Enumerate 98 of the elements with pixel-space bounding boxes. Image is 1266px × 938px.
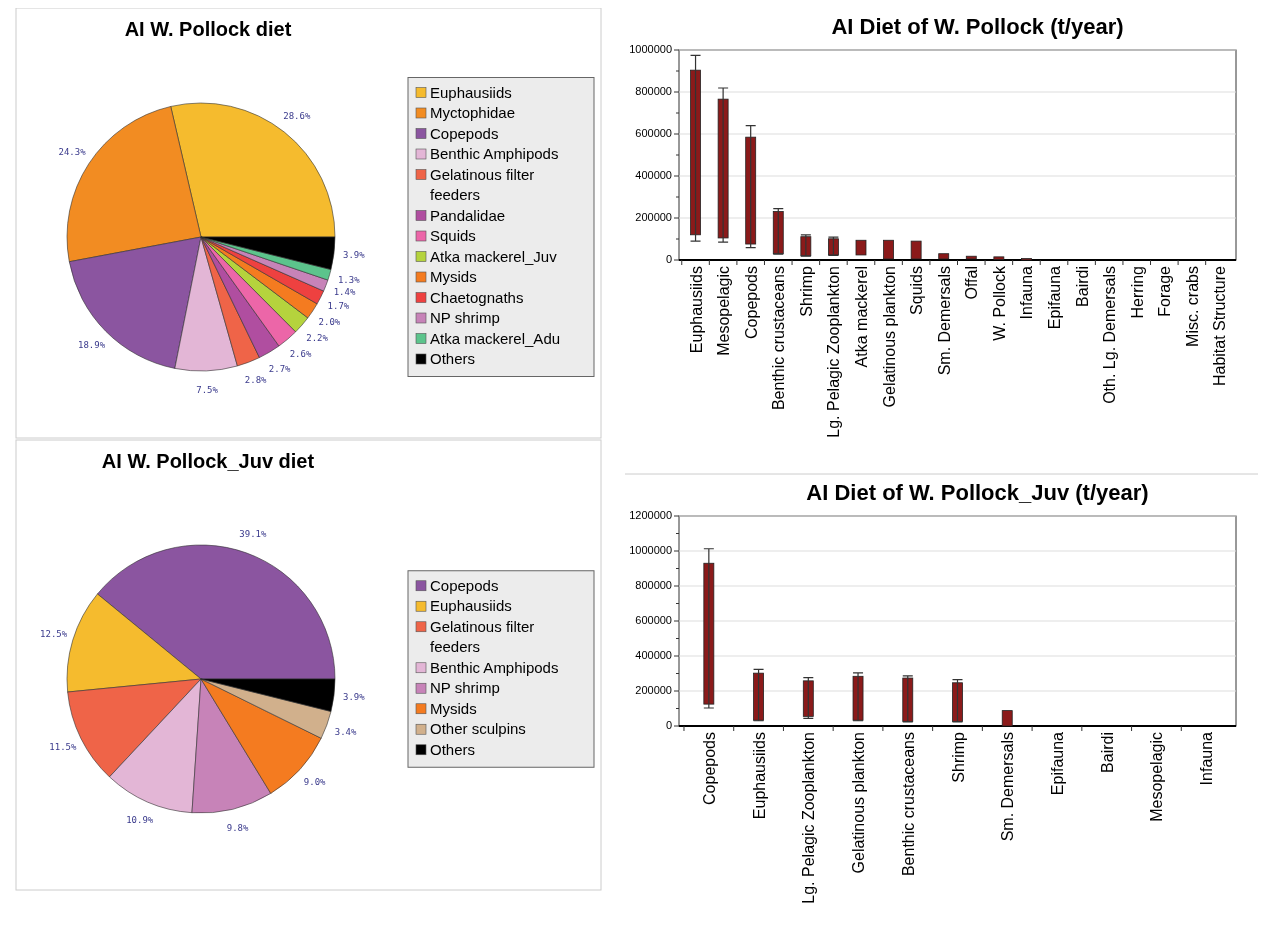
x-tick-label: Herring — [1128, 266, 1146, 319]
x-tick-label: Misc. crabs — [1183, 266, 1201, 347]
x-tick-label: Squids — [908, 266, 926, 315]
legend-label: Others — [430, 740, 476, 758]
y-tick-label: 1000000 — [629, 543, 672, 556]
data-label: 9.8% — [226, 823, 250, 834]
data-label: 39.1% — [239, 528, 268, 539]
data-label: 24.3% — [58, 147, 87, 158]
chart-title: AI W. Pollock_Juv diet — [101, 450, 315, 472]
bar — [965, 255, 977, 260]
x-tick-label: Copepods — [742, 266, 760, 339]
x-tick-label: Epifauna — [1048, 731, 1066, 796]
chart-title: AI W. Pollock diet — [124, 18, 292, 40]
data-label: 1.3% — [337, 274, 361, 285]
y-tick-label: 200000 — [635, 210, 672, 223]
x-tick-label: Offal — [963, 266, 981, 300]
data-label: 11.5% — [49, 741, 78, 752]
data-label: 7.5% — [196, 385, 219, 396]
legend-label: Atka mackerel_Juv — [430, 247, 558, 265]
x-tick-label: Bairdi — [1073, 266, 1091, 307]
bar — [1001, 710, 1013, 727]
data-label: 10.9% — [126, 814, 154, 825]
legend-label: Other sculpins — [430, 720, 526, 738]
data-label: 2.2% — [306, 332, 329, 343]
data-label: 28.6% — [283, 110, 311, 121]
legend-label: Benthic Amphipods — [430, 145, 559, 162]
x-tick-label: Infauna — [1018, 265, 1036, 320]
y-tick-label: 1000000 — [629, 42, 672, 55]
y-tick-label: 200000 — [635, 683, 672, 696]
bar — [910, 240, 922, 260]
x-tick-label: Euphausiids — [750, 732, 768, 820]
chart-title: AI Diet of W. Pollock_Juv (t/year) — [806, 480, 1149, 505]
data-label: 18.9% — [77, 339, 106, 350]
x-tick-label: Copepods — [700, 732, 718, 805]
bar — [993, 256, 1005, 260]
x-tick-label: Lg. Pelagic Zooplankton — [800, 732, 818, 904]
x-tick-label: Sm. Demersals — [999, 732, 1017, 842]
bar — [883, 239, 894, 260]
y-tick-label: 0 — [665, 718, 672, 731]
bar — [753, 672, 764, 721]
bar — [855, 239, 867, 256]
legend-label: Mysids — [430, 268, 477, 285]
legend-label: Euphausiids — [430, 83, 512, 101]
x-tick-label: Forage — [1156, 265, 1174, 317]
legend-label: NP shrimp — [430, 679, 500, 697]
y-tick-label: 1200000 — [629, 508, 672, 521]
x-tick-label: Lg. Pelagic Zooplankton — [825, 266, 843, 438]
x-tick-label: Bairdi — [1098, 732, 1116, 773]
legend-label: Copepods — [430, 124, 499, 142]
data-label: 2.8% — [244, 375, 268, 386]
x-tick-label: Epifauna — [1046, 265, 1064, 330]
x-tick-label: Oth. Lg. Demersals — [1101, 266, 1119, 404]
legend-label: Myctophidae — [430, 104, 516, 121]
legend-label: Others — [430, 350, 476, 367]
x-tick-label: Mesopelagic — [715, 266, 733, 356]
y-tick-label: 600000 — [635, 613, 672, 626]
legend-label: Chaetognaths — [430, 288, 524, 306]
data-label: 3.9% — [343, 250, 366, 261]
legend-label: Gelatinous filter feeders — [430, 165, 535, 203]
x-tick-label: Gelatinous plankton — [850, 732, 868, 874]
x-tick-label: Shrimp — [797, 265, 815, 317]
legend-label: Benthic Amphipods — [430, 658, 559, 676]
data-label: 2.7% — [268, 363, 292, 374]
data-label: 1.7% — [327, 301, 350, 312]
data-label: 2.6% — [289, 349, 312, 359]
y-tick-label: 400000 — [635, 648, 672, 661]
x-tick-label: Euphausiids — [687, 266, 705, 354]
chart-title: AI Diet of W. Pollock (t/year) — [831, 14, 1124, 39]
y-tick-label: 400000 — [635, 168, 672, 181]
x-tick-label: Shrimp — [949, 731, 967, 783]
bar — [938, 253, 950, 260]
x-tick-label: Atka mackerel — [852, 266, 870, 368]
y-tick-label: 800000 — [635, 578, 672, 591]
x-tick-label: Gelatinous plankton — [880, 266, 898, 408]
legend-label: Euphausiids — [430, 597, 512, 615]
x-tick-label: Benthic crustaceans — [770, 266, 788, 411]
data-label: 3.9% — [343, 692, 366, 703]
x-tick-label: Sm. Demersals — [935, 266, 953, 376]
legend-label: Atka mackerel_Adu — [430, 329, 561, 347]
legend-label: Copepods — [430, 576, 499, 594]
data-label: 2.0% — [318, 316, 341, 327]
legend-label: NP shrimp — [430, 309, 500, 326]
y-tick-label: 600000 — [635, 126, 672, 139]
x-tick-label: Infauna — [1198, 731, 1216, 786]
x-tick-label: Mesopelagic — [1148, 732, 1166, 822]
data-label: 9.0% — [303, 777, 327, 788]
legend-label: Pandalidae — [430, 206, 506, 224]
legend-label: Mysids — [430, 699, 477, 717]
data-label: 3.4% — [334, 726, 357, 737]
data-label: 1.4% — [333, 287, 356, 298]
y-tick-label: 0 — [665, 252, 672, 265]
x-tick-label: Habitat Structure — [1211, 265, 1229, 387]
y-tick-label: 800000 — [635, 84, 672, 97]
x-tick-label: W. Pollock — [990, 265, 1008, 341]
data-label: 12.5% — [40, 628, 68, 639]
legend-label: Squids — [430, 227, 476, 244]
x-tick-label: Benthic crustaceans — [899, 732, 917, 877]
legend-label: Gelatinous filter feeders — [430, 617, 535, 656]
